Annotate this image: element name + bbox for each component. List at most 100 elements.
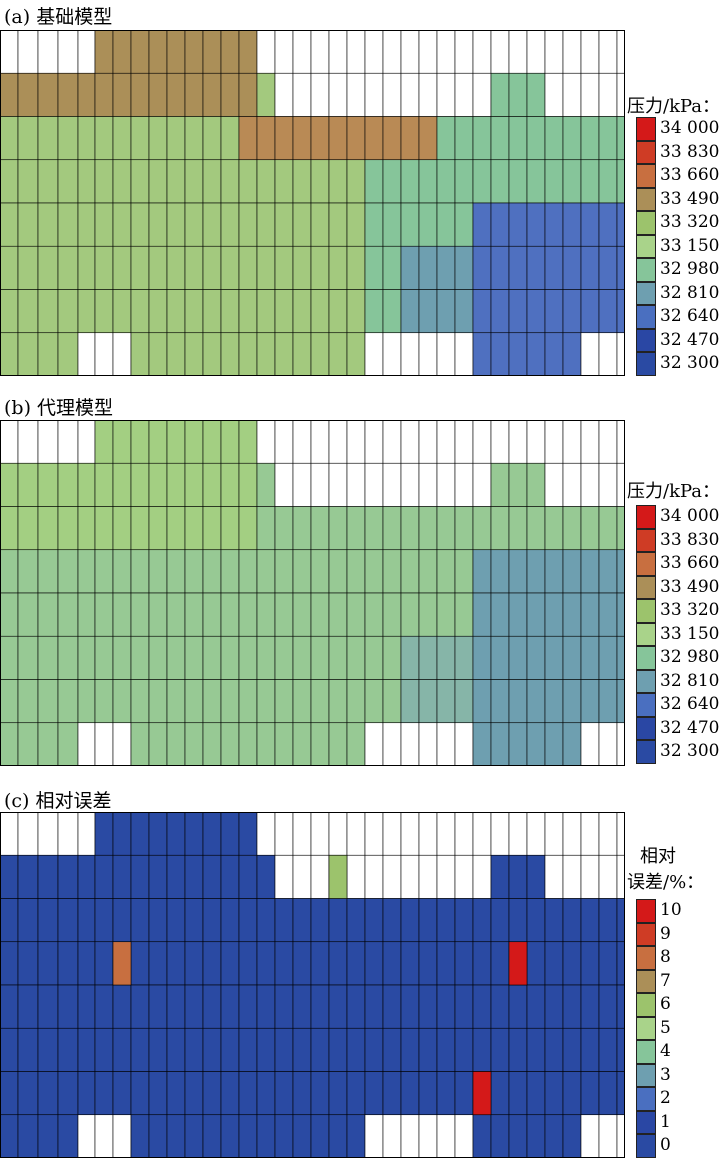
- heatmap-c-cell: [292, 854, 312, 899]
- heatmap-c-cell: [472, 1114, 492, 1158]
- heatmap-c-cell: [130, 812, 150, 856]
- heatmap-c-cell: [77, 898, 96, 943]
- heatmap-a-cell: [328, 116, 348, 161]
- heatmap-a-cell: [364, 72, 384, 117]
- heatmap-c-cell: [292, 1027, 312, 1072]
- heatmap-a-cell: [364, 245, 384, 290]
- heatmap-c-cell: [130, 1114, 150, 1158]
- heatmap-a-cell: [112, 72, 132, 117]
- heatmap-b-cell: [526, 635, 546, 680]
- heatmap-b-cell: [616, 549, 625, 594]
- heatmap-c-cell: [598, 854, 618, 899]
- heatmap-a-cell: [400, 159, 420, 204]
- heatmap-c-cell: [202, 854, 222, 899]
- heatmap-b-cell: [418, 549, 438, 594]
- heatmap-a-cell: [400, 245, 420, 290]
- heatmap-c-cell: [166, 984, 186, 1029]
- heatmap-b-cell: [0, 592, 19, 637]
- heatmap-b-cell: [508, 462, 528, 507]
- heatmap-a-cell: [544, 116, 564, 161]
- heatmap-a-cell: [17, 332, 39, 376]
- heatmap-c-cell: [508, 812, 528, 856]
- colorbar-a-swatch: [636, 187, 656, 211]
- heatmap-b-cell: [490, 462, 510, 507]
- heatmap-c-cell: [598, 812, 618, 856]
- heatmap-a-cell: [598, 202, 618, 247]
- heatmap-c-cell: [148, 1027, 168, 1072]
- heatmap-a-cell: [472, 159, 492, 204]
- heatmap-a-cell: [544, 202, 564, 247]
- heatmap-b-cell: [544, 722, 564, 766]
- heatmap-b-cell: [130, 635, 150, 680]
- heatmap-b-cell: [562, 722, 582, 766]
- heatmap-c-cell: [57, 1071, 79, 1116]
- heatmap-a-cell: [436, 30, 456, 74]
- heatmap-c-cell: [346, 941, 366, 986]
- heatmap-c-cell: [364, 984, 384, 1029]
- heatmap-a-cell: [418, 30, 438, 74]
- heatmap-b-cell: [130, 549, 150, 594]
- heatmap-b-cell: [310, 592, 330, 637]
- heatmap-b-cell: [382, 679, 402, 724]
- heatmap-c-cell: [400, 941, 420, 986]
- heatmap-b-cell: [0, 722, 19, 766]
- heatmap-a-cell: [328, 332, 348, 376]
- panel-a-title: (a) 基础模型: [4, 6, 113, 28]
- heatmap-a-cell: [148, 332, 168, 376]
- heatmap-a-cell: [148, 202, 168, 247]
- heatmap-c-cell: [256, 941, 276, 986]
- heatmap-b-cell: [274, 420, 294, 464]
- heatmap-a-cell: [418, 72, 438, 117]
- heatmap-c-cell: [0, 941, 19, 986]
- heatmap-b-cell: [580, 722, 600, 766]
- heatmap-b-cell: [256, 506, 276, 551]
- heatmap-c-cell: [37, 941, 59, 986]
- heatmap-c-cell: [382, 984, 402, 1029]
- heatmap-c-cell: [418, 1071, 438, 1116]
- heatmap-a-cell: [346, 159, 366, 204]
- heatmap-b-cell: [310, 506, 330, 551]
- heatmap-c-cell: [130, 898, 150, 943]
- heatmap-a-cell: [472, 332, 492, 376]
- heatmap-c-cell: [130, 1071, 150, 1116]
- heatmap-c-cell: [166, 1027, 186, 1072]
- heatmap-a-cell: [508, 289, 528, 334]
- heatmap-b-cell: [256, 549, 276, 594]
- heatmap-a-cell: [454, 245, 474, 290]
- heatmap-c-cell: [346, 854, 366, 899]
- heatmap-b-cell: [112, 592, 132, 637]
- heatmap-c-cell: [562, 854, 582, 899]
- heatmap-b-cell: [166, 635, 186, 680]
- heatmap-a-cell: [544, 30, 564, 74]
- heatmap-b-cell: [148, 679, 168, 724]
- heatmap-a-cell: [490, 245, 510, 290]
- heatmap-a-cell: [0, 245, 19, 290]
- heatmap-c-cell: [328, 1071, 348, 1116]
- heatmap-b-cell: [77, 679, 96, 724]
- heatmap-a-cell: [562, 159, 582, 204]
- heatmap-c-cell: [544, 1114, 564, 1158]
- heatmap-c-cell: [598, 1027, 618, 1072]
- heatmap-c-cell: [346, 984, 366, 1029]
- heatmap-b-cell: [0, 462, 19, 507]
- heatmap-c-cell: [148, 898, 168, 943]
- heatmap-b-cell: [580, 549, 600, 594]
- heatmap-c-cell: [256, 854, 276, 899]
- heatmap-b-cell: [490, 506, 510, 551]
- heatmap-a-cell: [508, 116, 528, 161]
- colorbar-c-swatch: [636, 1040, 656, 1064]
- heatmap-b-cell: [562, 679, 582, 724]
- heatmap-c-cell: [0, 1071, 19, 1116]
- heatmap-a-cell: [382, 116, 402, 161]
- heatmap-c-cell: [562, 898, 582, 943]
- heatmap-a-cell: [274, 202, 294, 247]
- colorbar-c-label: 1: [660, 1111, 671, 1132]
- heatmap-b-cell: [382, 506, 402, 551]
- heatmap-a-cell: [598, 159, 618, 204]
- heatmap-a-cell: [526, 72, 546, 117]
- heatmap-a-cell: [220, 289, 240, 334]
- heatmap-c-cell: [37, 812, 59, 856]
- heatmap-b-cell: [256, 679, 276, 724]
- heatmap-a-cell: [220, 72, 240, 117]
- heatmap-c-highlight-cell: [328, 854, 348, 899]
